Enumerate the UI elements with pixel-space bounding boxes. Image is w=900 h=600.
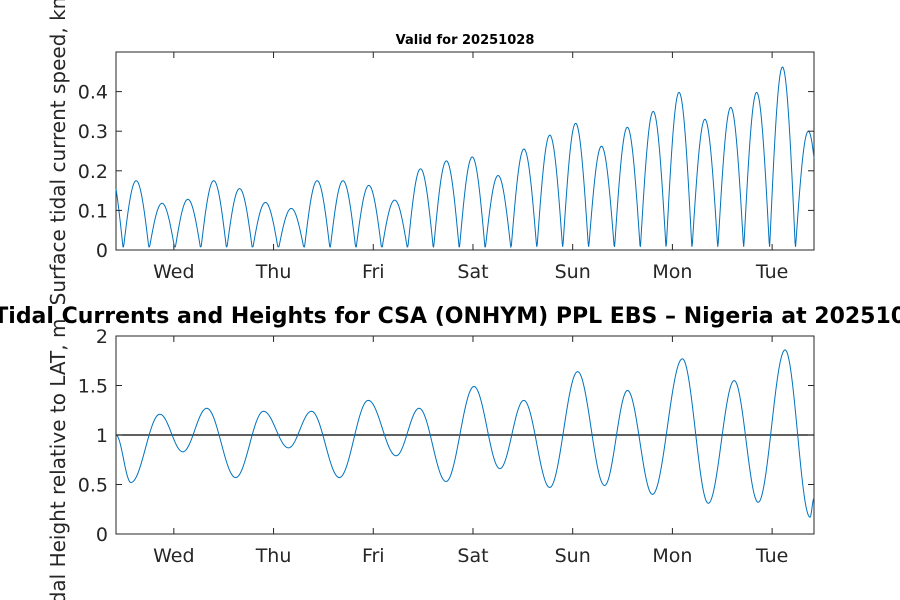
x-tick-label: Tue (755, 261, 788, 283)
y-tick-label: 0 (96, 524, 108, 546)
x-tick-label: Thu (255, 545, 292, 567)
x-tick-label: Sun (555, 545, 591, 567)
x-tick-label: Tue (755, 545, 788, 567)
x-tick-label: Mon (652, 261, 692, 283)
current-speed-line (115, 66, 815, 249)
current-y-ticks: 0 0.1 0.2 0.3 0.4 (78, 82, 814, 262)
x-tick-label: Sat (457, 261, 488, 283)
current-chart-title: Valid for 20251028 (396, 33, 535, 48)
x-tick-label: Mon (652, 545, 692, 567)
y-tick-label: 0.4 (78, 82, 108, 104)
x-tick-label: Wed (153, 261, 194, 283)
y-tick-label: 1.5 (78, 376, 108, 398)
current-x-ticks: Wed Thu Fri Sat Sun Mon Tue (153, 52, 788, 283)
current-axes-box (115, 51, 815, 251)
height-y-ticks: 0 0.5 1 1.5 2 (78, 326, 814, 546)
current-speed-axes: 0 0.1 0.2 0.3 0.4 Wed Thu Fri Sat Sun Mon Tue Vali… (46, 0, 815, 305)
height-x-ticks: Wed Thu Fri Sat Sun Mon Tue (153, 336, 788, 567)
y-tick-label: 1 (96, 425, 108, 447)
x-tick-label: Sun (555, 261, 591, 283)
x-tick-label: Wed (153, 545, 194, 567)
x-tick-label: Sat (457, 545, 488, 567)
y-tick-label: 0.3 (78, 121, 108, 143)
y-tick-label: 0 (96, 240, 108, 262)
y-tick-label: 2 (96, 326, 108, 348)
y-tick-label: 0.5 (78, 475, 108, 497)
x-tick-label: Fri (362, 545, 385, 567)
height-y-axis-label: Tidal Height relative to LAT, m (46, 319, 70, 600)
x-tick-label: Thu (255, 261, 292, 283)
tidal-height-axes: 0 0.5 1 1.5 2 Wed Thu Fri Sat Sun Mon Tue Tidal He… (46, 319, 815, 600)
y-tick-label: 0.2 (78, 161, 108, 183)
x-tick-label: Fri (362, 261, 385, 283)
current-y-axis-label: Surface tidal current speed, kn (46, 0, 70, 305)
y-tick-label: 0.1 (78, 200, 108, 222)
tidal-height-line (115, 349, 815, 518)
figure-main-title: Tidal Currents and Heights for CSA (ONHY… (0, 304, 900, 329)
